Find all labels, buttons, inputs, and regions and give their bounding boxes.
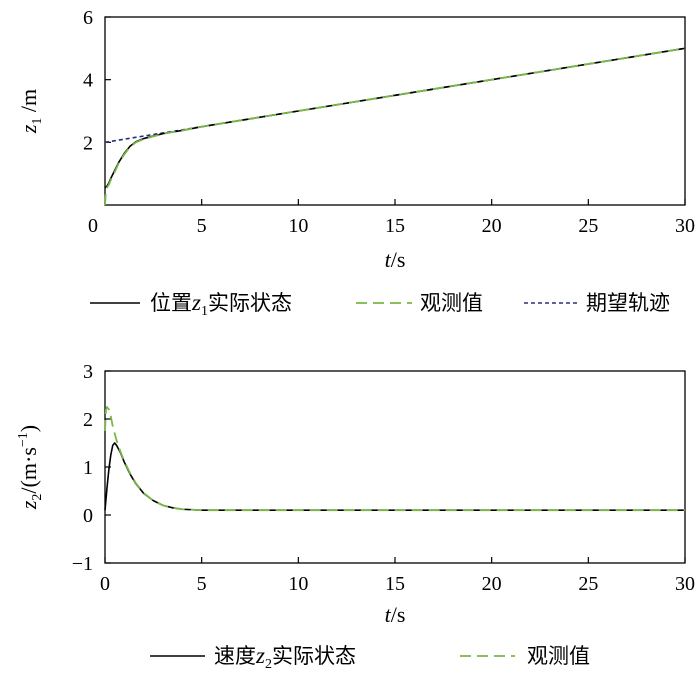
x-tick-label: 10: [288, 215, 308, 237]
series-line-observed: [104, 47, 686, 206]
x-tick-label: 5: [197, 573, 207, 595]
y-tick-label: 4: [83, 70, 93, 92]
x-tick-label: 5: [197, 215, 207, 237]
x-tick-label: 20: [482, 573, 502, 595]
x-ticks-velocity: 0 5 10 15 20 25 30: [100, 557, 695, 595]
y-axis-label-position: z1 /m: [16, 89, 45, 134]
x-axis-label-velocity: t/s: [385, 602, 406, 627]
legend-label-observed-position: 观测值: [420, 291, 483, 315]
x-tick-label: 30: [675, 573, 695, 595]
x-axis-label-position: t/s: [385, 247, 406, 272]
y-tick-label: 1: [83, 457, 93, 479]
chart-position: 0 5 10 15 20 25 30 2 4 6 t/s z1 /m 位置z1实际状态 观测值 …: [16, 7, 695, 319]
y-tick-label: 0: [83, 505, 93, 527]
x-tick-label: 0: [88, 215, 98, 237]
chart-velocity: 0 5 10 15 20 25 30 −1 0 1 2 3 t/s z2/(m·s−1) 速度z2实…: [16, 361, 695, 672]
y-ticks-position: 2 4 6: [83, 7, 111, 154]
y-tick-label: 6: [83, 7, 93, 29]
legend-velocity: 速度z2实际状态 观测值: [150, 643, 590, 672]
x-ticks-position: 0 5 10 15 20 25 30: [88, 199, 695, 237]
series-line-actual: [104, 47, 686, 189]
legend-label-desired-position: 期望轨迹: [586, 291, 670, 315]
x-tick-label: 0: [100, 573, 110, 595]
series-group-velocity: [104, 406, 685, 512]
y-axis-label-velocity: z2/(m·s−1): [16, 425, 45, 510]
y-ticks-velocity: −1 0 1 2 3: [72, 361, 111, 575]
series-group-position: [104, 47, 686, 206]
y-tick-label: 2: [83, 132, 93, 154]
y-tick-label: −1: [72, 553, 93, 575]
legend-label-observed-velocity: 观测值: [527, 644, 590, 668]
y-tick-label: 3: [83, 361, 93, 383]
series-line-observed: [104, 406, 685, 512]
x-tick-label: 20: [482, 215, 502, 237]
x-tick-label: 15: [385, 215, 405, 237]
plot-frame-velocity: [104, 370, 686, 564]
legend-label-actual-velocity: 速度z2实际状态: [214, 643, 356, 672]
legend-position: 位置z1实际状态 观测值 期望轨迹: [90, 290, 670, 319]
x-tick-label: 15: [385, 573, 405, 595]
plot-frame-position: [104, 16, 686, 206]
x-tick-label: 25: [578, 573, 598, 595]
x-tick-label: 30: [675, 215, 695, 237]
x-tick-label: 25: [578, 215, 598, 237]
legend-label-actual-position: 位置z1实际状态: [150, 290, 292, 319]
y-tick-label: 2: [83, 409, 93, 431]
series-line-actual: [104, 442, 685, 511]
x-tick-label: 10: [288, 573, 308, 595]
